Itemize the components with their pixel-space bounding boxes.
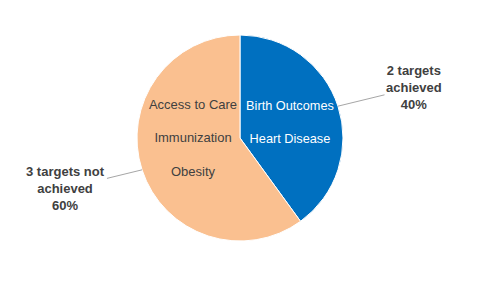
svg-text:3 targets notachieved60%: 3 targets notachieved60% xyxy=(26,164,105,213)
svg-text:Access to CareImmunizationObes: Access to CareImmunizationObesity xyxy=(149,97,237,180)
svg-text:Birth OutcomesHeart Disease: Birth OutcomesHeart Disease xyxy=(246,98,334,146)
svg-text:2 targetsachieved40%: 2 targetsachieved40% xyxy=(386,63,442,112)
